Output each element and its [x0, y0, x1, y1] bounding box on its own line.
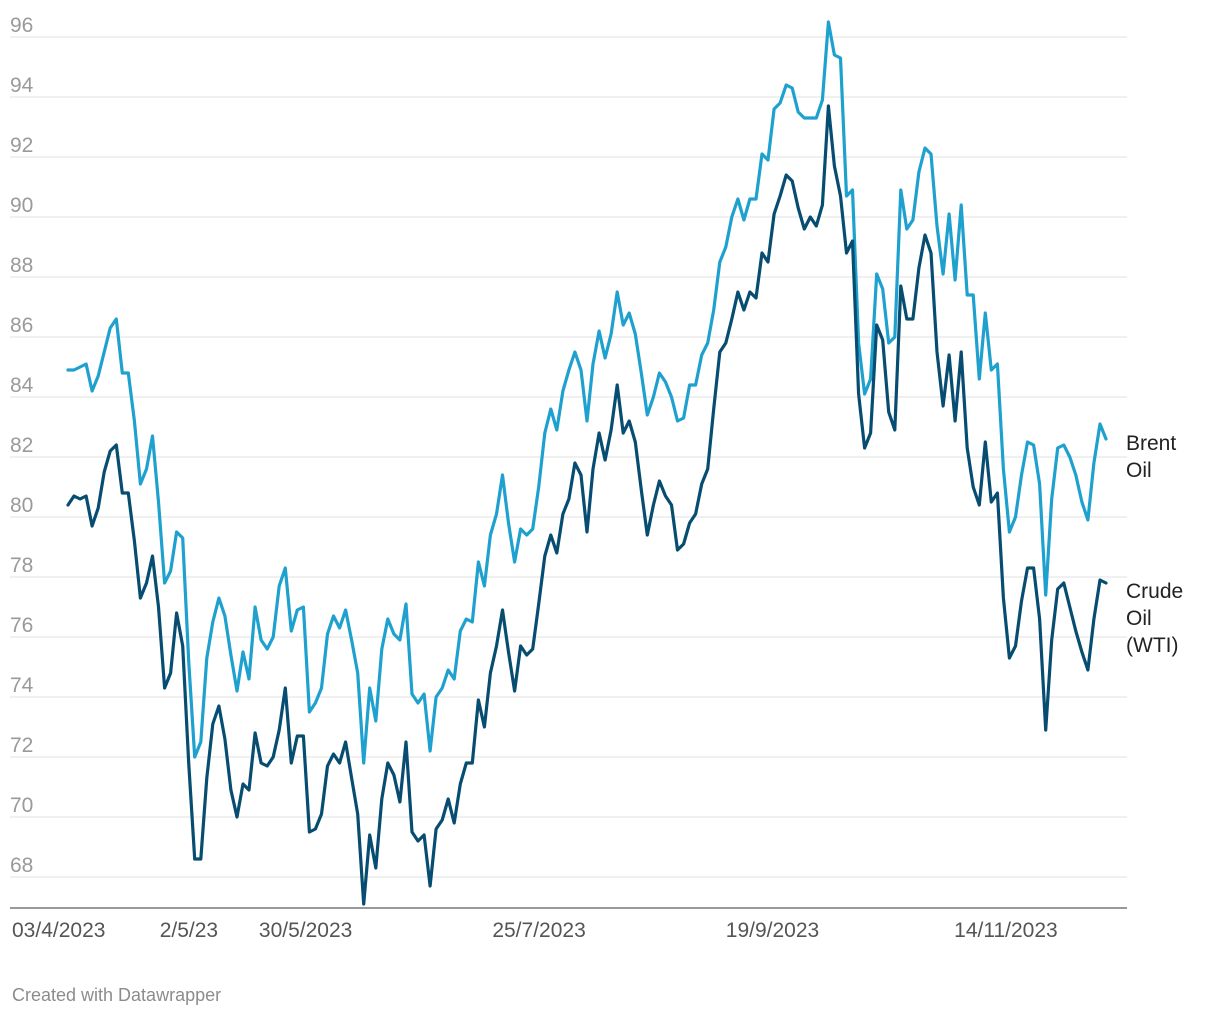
series-line-1: [66, 104, 1108, 906]
series-lines: [66, 20, 1108, 906]
y-tick-label-68: 68: [10, 854, 33, 877]
y-axis: 68 70 72 74 76 78 80 82 84 86 88 90 92 94 96: [10, 14, 34, 877]
chart-credit: Created with Datawrapper: [12, 985, 222, 1005]
x-tick-label-5: 14/11/2023: [954, 919, 1058, 942]
series-labels: Brent Oil Crude Oil (WTI): [1126, 432, 1183, 657]
x-tick-label-4: 19/9/2023: [726, 919, 819, 942]
y-tick-label-84: 84: [10, 374, 34, 397]
x-axis: 03/4/2023 2/5/23 30/5/2023 25/7/2023 19/9/20…: [12, 919, 1058, 942]
y-tick-label-90: 90: [10, 194, 33, 217]
x-tick-label-3: 25/7/2023: [492, 919, 585, 942]
y-tick-label-74: 74: [10, 674, 34, 697]
y-tick-label-86: 86: [10, 314, 33, 337]
x-tick-label-2: 30/5/2023: [259, 919, 352, 942]
gridlines: [10, 36, 1127, 878]
x-tick-label-1: 2/5/23: [160, 919, 218, 942]
y-tick-label-78: 78: [10, 554, 33, 577]
series-label-1: Crude Oil (WTI): [1126, 580, 1183, 657]
y-tick-label-72: 72: [10, 734, 33, 757]
y-tick-label-92: 92: [10, 134, 33, 157]
y-tick-label-94: 94: [10, 74, 34, 97]
y-tick-label-88: 88: [10, 254, 33, 277]
series-label-0: Brent Oil: [1126, 432, 1176, 482]
y-tick-label-96: 96: [10, 14, 33, 37]
y-tick-label-80: 80: [10, 494, 33, 517]
y-tick-label-82: 82: [10, 434, 33, 457]
y-tick-label-76: 76: [10, 614, 33, 637]
series-line-0: [66, 20, 1108, 765]
x-tick-label-0: 03/4/2023: [12, 919, 105, 942]
y-tick-label-70: 70: [10, 794, 33, 817]
